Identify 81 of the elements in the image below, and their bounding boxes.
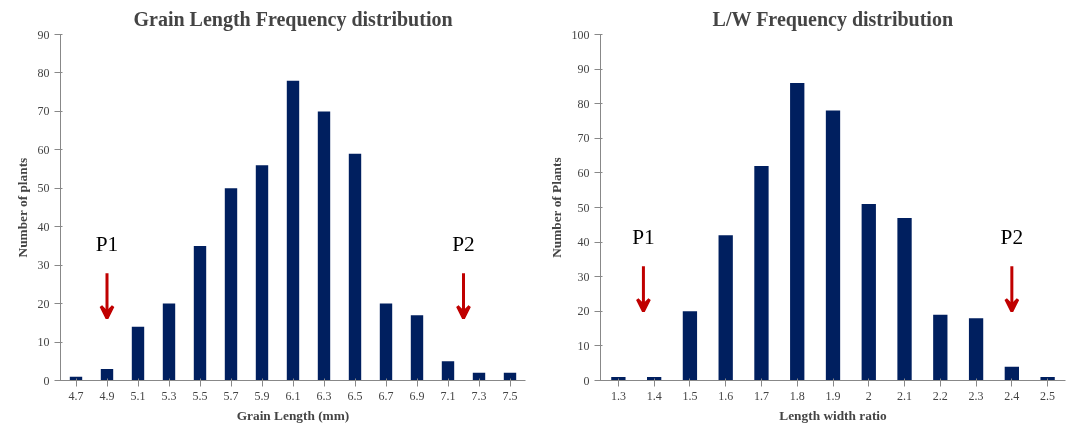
bar (861, 204, 876, 381)
y-tick-label: 80 (577, 96, 590, 111)
y-tick-label: 20 (37, 296, 50, 311)
x-tick-label: 2.2 (932, 388, 948, 403)
y-tick-label: 30 (37, 258, 50, 273)
bar (100, 368, 114, 381)
x-tick-label: 1.8 (789, 388, 805, 403)
x-tick-label: 2 (865, 388, 872, 403)
x-tick-label: 1.5 (682, 388, 698, 403)
x-tick-label: 5.3 (161, 388, 177, 403)
x-tick-label: 6.1 (285, 388, 301, 403)
bar (682, 311, 698, 381)
y-tick-label: 60 (577, 165, 590, 180)
y-tick-label: 30 (577, 269, 590, 284)
y-tick-label: 70 (577, 131, 590, 146)
y-tick-label: 10 (577, 338, 590, 353)
y-tick-label: 0 (583, 373, 590, 388)
bar (131, 326, 145, 381)
chart-title: L/W Frequency distribution (712, 7, 954, 31)
x-tick-label: 2.4 (1004, 388, 1020, 403)
annotation: P1 (95, 231, 119, 256)
bar (790, 82, 805, 381)
bar (255, 165, 269, 381)
y-tick-label: 10 (37, 335, 50, 350)
x-tick-label: 7.3 (471, 388, 487, 403)
bar (286, 80, 300, 381)
y-tick-label: 40 (37, 219, 50, 234)
x-tick-label: 5.5 (192, 388, 208, 403)
bar (897, 217, 912, 381)
y-tick-label: 40 (577, 235, 590, 250)
x-tick-label: 6.7 (378, 388, 394, 403)
x-tick-label: 1.7 (753, 388, 769, 403)
y-tick-label: 100 (571, 27, 590, 42)
bar (162, 303, 176, 381)
bar (825, 110, 841, 381)
annotation: P2 (452, 231, 475, 256)
bar (754, 165, 769, 381)
x-axis-title: Length width ratio (779, 407, 888, 423)
y-tick-label: 50 (37, 181, 50, 196)
bar (379, 303, 393, 381)
x-tick-label: 2.5 (1040, 388, 1056, 403)
y-axis-title: Number of Plants (548, 157, 564, 258)
bar (718, 235, 733, 381)
bar (348, 153, 362, 381)
x-tick-label: 2.1 (897, 388, 913, 403)
x-tick-label: 4.7 (68, 388, 84, 403)
annotation: P2 (1000, 225, 1024, 250)
x-tick-label: 5.9 (254, 388, 270, 403)
x-tick-label: 7.5 (502, 388, 518, 403)
bar (410, 315, 424, 381)
y-tick-label: 20 (577, 304, 590, 319)
x-tick-label: 6.9 (409, 388, 425, 403)
bar (968, 318, 984, 381)
y-tick-label: 0 (43, 373, 50, 388)
annotation: P1 (632, 225, 655, 250)
chart-title: Grain Length Frequency distribution (133, 7, 453, 31)
y-tick-label: 80 (37, 65, 50, 80)
bar (193, 245, 207, 381)
y-tick-label: 90 (37, 27, 50, 42)
y-tick-label: 90 (577, 62, 590, 77)
x-tick-label: 1.4 (646, 388, 662, 403)
x-tick-label: 6.3 (316, 388, 332, 403)
bar (1004, 366, 1019, 381)
x-axis-title: Grain Length (mm) (236, 407, 350, 423)
x-tick-label: 2.3 (968, 388, 984, 403)
y-axis-title: Number of plants (14, 157, 30, 258)
x-tick-label: 7.1 (440, 388, 456, 403)
bar (224, 188, 238, 381)
y-tick-label: 70 (37, 104, 50, 119)
x-tick-label: 5.7 (223, 388, 239, 403)
y-tick-label: 60 (37, 142, 50, 157)
x-tick-label: 6.5 (347, 388, 363, 403)
x-tick-label: 4.9 (99, 388, 115, 403)
x-tick-label: 1.6 (718, 388, 734, 403)
x-tick-label: 5.1 (130, 388, 146, 403)
x-tick-label: 1.9 (825, 388, 841, 403)
bar (317, 111, 331, 381)
bar (933, 314, 948, 381)
x-tick-label: 1.3 (610, 388, 626, 403)
y-tick-label: 50 (577, 200, 590, 215)
bar (441, 361, 455, 381)
